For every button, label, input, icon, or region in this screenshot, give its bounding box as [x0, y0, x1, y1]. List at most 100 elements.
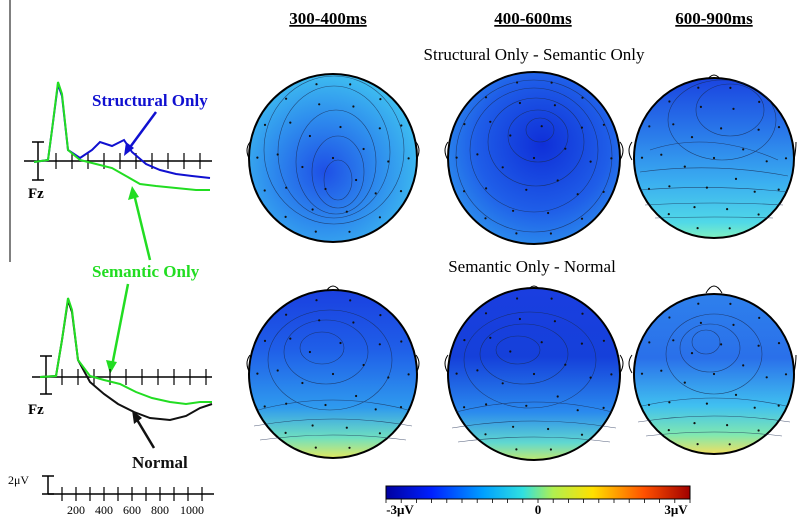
electrode-dot	[564, 147, 567, 150]
electrode-dot	[556, 395, 559, 398]
electrode-dot	[672, 339, 675, 342]
electrode-dot	[640, 372, 644, 375]
electrode-dot	[580, 342, 584, 345]
electrode-dot	[690, 136, 694, 139]
electrode-dot	[660, 369, 663, 372]
electrode-dot	[589, 160, 592, 163]
electrode-dot	[683, 381, 686, 384]
electrode-dot	[705, 186, 709, 189]
x-tick-600: 600	[123, 503, 141, 517]
electrode-dot	[378, 216, 381, 219]
electrode-dot	[362, 363, 365, 367]
electrode-dot	[301, 381, 304, 385]
electrode-dot	[476, 153, 479, 156]
colorbar-mid-label: 0	[535, 502, 542, 517]
electrode-dot	[602, 406, 605, 409]
electrode-dot	[276, 369, 279, 372]
electrode-dot	[318, 319, 321, 322]
electrode-dot	[610, 157, 613, 160]
electrode-dot	[757, 213, 760, 216]
electrode-dot	[693, 206, 696, 209]
electrode-dot	[285, 402, 288, 405]
electrode-dot	[285, 186, 288, 189]
electrode-dot	[256, 156, 259, 159]
electrode-dot	[339, 125, 342, 129]
electrode-dot	[667, 213, 670, 216]
topomap-row2-col3	[628, 285, 797, 455]
electrode-dot	[308, 350, 311, 354]
label-structural-only: Structural Only	[92, 91, 208, 110]
electrode-dot	[407, 373, 410, 376]
electrode-dot	[705, 402, 709, 405]
electrode-dot	[734, 177, 738, 180]
electrode-dot	[318, 103, 321, 106]
column-header-3: 600-900ms	[675, 9, 753, 28]
electrode-dot	[647, 403, 651, 406]
electrode-dot	[289, 121, 292, 124]
electrode-dot	[726, 424, 729, 427]
electrode-dot	[463, 190, 466, 193]
electrode-dot	[315, 299, 318, 302]
electrode-dot	[484, 312, 488, 315]
electrode-dot	[550, 81, 553, 84]
electrode-dot	[352, 321, 355, 324]
electrode-dot	[668, 401, 671, 404]
electrode-dot	[399, 406, 403, 409]
electrode-dot	[729, 86, 732, 89]
x-tick-1000: 1000	[180, 503, 204, 517]
electrode-dot	[696, 443, 699, 446]
electrode-dot	[285, 97, 288, 100]
electrode-dot	[753, 190, 756, 193]
electrode-dot	[378, 127, 381, 130]
electrode-dot	[729, 302, 732, 305]
electrode-dot	[349, 83, 352, 86]
electrode-dot	[525, 404, 528, 407]
electrode-dot	[484, 96, 488, 99]
column-header-1: 300-400ms	[289, 9, 367, 28]
electrode-dot	[765, 376, 768, 379]
electrode-dot	[256, 372, 259, 375]
electrode-dot	[758, 316, 761, 319]
electrode-dot	[668, 185, 671, 188]
x-tick-400: 400	[95, 503, 113, 517]
electrode-dot	[765, 160, 768, 163]
colorbar	[385, 485, 691, 503]
electrode-dot	[547, 427, 550, 431]
electrode-dot	[581, 312, 584, 315]
electrode-dot	[742, 364, 745, 367]
colorbar-max-label: 3μV	[664, 502, 688, 517]
electrode-dot	[753, 406, 756, 409]
electrode-dot	[668, 100, 671, 103]
electrode-dot	[668, 316, 671, 319]
electrode-dot	[263, 189, 266, 192]
electrode-dot	[308, 134, 311, 138]
electrode-dot	[602, 339, 606, 342]
electrode-dot	[263, 405, 266, 408]
electrode-dot	[640, 156, 644, 159]
electrode-dot	[263, 123, 267, 126]
electrode-dot	[697, 86, 700, 89]
electrode-dot	[697, 302, 700, 305]
colorbar-min-label: -3μV	[386, 502, 414, 517]
electrode-dot	[728, 443, 731, 446]
electrode-dot	[284, 431, 287, 434]
row-title-2: Semantic Only - Normal	[448, 257, 616, 276]
electrode-dot	[777, 126, 781, 129]
electrode-dot	[540, 125, 543, 128]
electrode-dot	[602, 190, 605, 193]
electrode-dot	[455, 372, 458, 375]
electrode-dot	[581, 96, 584, 99]
electrode-dot	[485, 187, 488, 190]
electrode-dot	[516, 81, 519, 84]
electrode-dot	[720, 127, 723, 130]
electrode-dot	[647, 187, 651, 190]
electrode-dot	[515, 448, 518, 451]
electrode-dot	[501, 382, 504, 385]
electrode-dot	[699, 105, 703, 108]
electrode-dot	[580, 126, 584, 129]
x-tick-200: 200	[67, 503, 85, 517]
electrode-dot	[463, 339, 466, 342]
electrode-dot	[263, 339, 267, 342]
electrode-dot	[757, 429, 760, 432]
